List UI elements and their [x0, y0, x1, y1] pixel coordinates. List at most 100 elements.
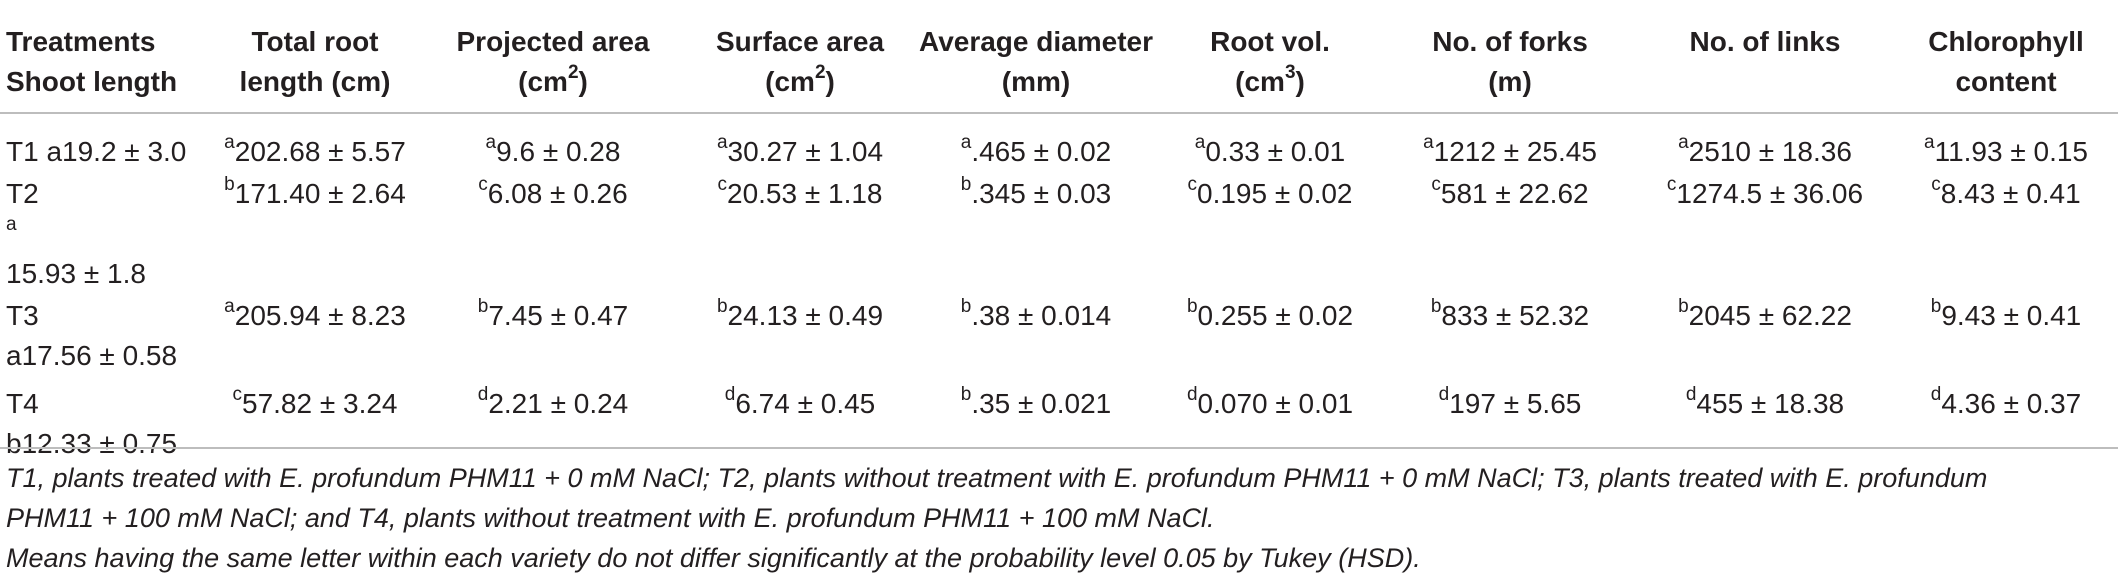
cell-value: .35 ± 0.021 — [971, 388, 1112, 419]
significance-note: Means having the same letter within each… — [6, 543, 1421, 573]
cell-value: 202.68 ± 5.57 — [234, 136, 406, 167]
significance-letter: a — [1678, 131, 1689, 153]
cell-value: 0.33 ± 0.01 — [1205, 136, 1346, 167]
data-cell: c8.43 ± 0.41 — [1894, 174, 2118, 294]
header-unit: (cm2) — [684, 62, 916, 102]
significance-letter: a — [224, 295, 235, 317]
cell-value: 0.070 ± 0.01 — [1197, 388, 1354, 419]
cell-value: 57.82 ± 3.24 — [242, 388, 398, 419]
cell-value: 30.27 ± 1.04 — [727, 136, 884, 167]
data-cell: d2.21 ± 0.24 — [422, 378, 684, 468]
unit-tail: ) — [578, 66, 588, 97]
data-cell: a.465 ± 0.02 — [916, 113, 1156, 174]
unit-text: (cm — [518, 66, 568, 97]
header-line: (m) — [1488, 66, 1532, 97]
footnote-line: T1, plants treated with E. profundum PHM… — [6, 463, 1988, 493]
data-cell: b24.13 ± 0.49 — [684, 294, 916, 378]
treatment-label: T3 — [6, 300, 39, 331]
unit-text: (cm — [1235, 66, 1285, 97]
header-line: Shoot length — [6, 66, 178, 97]
significance-letter: c — [478, 173, 488, 195]
cell-value: 8.43 ± 0.41 — [1940, 178, 2081, 209]
data-cell: d197 ± 5.65 — [1384, 378, 1636, 468]
cell-value: 0.195 ± 0.02 — [1197, 178, 1353, 209]
data-cell: d455 ± 18.38 — [1636, 378, 1894, 468]
significance-letter: a — [224, 131, 235, 153]
treatment-label: T1 a19.2 ± 3.0 — [6, 136, 187, 167]
data-cell: b0.255 ± 0.02 — [1156, 294, 1384, 378]
data-cell: b9.43 ± 0.41 — [1894, 294, 2118, 378]
data-cell: a30.27 ± 1.04 — [684, 113, 916, 174]
significance-letter: d — [724, 383, 736, 405]
significance-letter: b — [224, 173, 235, 195]
shoot-length-text: b12.33 ± 0.75 — [6, 428, 178, 459]
data-cell: a202.68 ± 5.57 — [208, 113, 422, 174]
cell-value: 11.93 ± 0.15 — [1934, 136, 2088, 167]
cell-value: 4.36 ± 0.37 — [1941, 388, 2082, 419]
data-cell: b171.40 ± 2.64 — [208, 174, 422, 294]
cell-value: 455 ± 18.38 — [1696, 388, 1845, 419]
header-line: Treatments — [6, 26, 156, 57]
cell-value: 0.255 ± 0.02 — [1197, 300, 1354, 331]
table-row: T2 a 15.93 ± 1.8 b171.40 ± 2.64 c6.08 ± 0.… — [0, 174, 2118, 294]
data-cell: c20.53 ± 1.18 — [684, 174, 916, 294]
data-cell: c581 ± 22.62 — [1384, 174, 1636, 294]
cell-value: 2.21 ± 0.24 — [488, 388, 629, 419]
significance-letter: b — [716, 295, 728, 317]
significance-letter: a — [485, 131, 497, 153]
data-cell: c57.82 ± 3.24 — [208, 378, 422, 468]
data-cell: a2510 ± 18.36 — [1636, 113, 1894, 174]
data-cell: b833 ± 52.32 — [1384, 294, 1636, 378]
header-line: Chlorophyll — [1928, 26, 2084, 57]
cell-value: 7.45 ± 0.47 — [488, 300, 629, 331]
significance-letter: a — [1194, 131, 1206, 153]
significance-letter: b — [960, 295, 972, 317]
table-row: T3 a17.56 ± 0.58 a205.94 ± 8.23 b 7.45 ± 0… — [0, 294, 2118, 378]
header-row: Treatments Shoot length Total root lengt… — [0, 14, 2118, 114]
data-cell: a1212 ± 25.45 — [1384, 113, 1636, 174]
unit-exponent: 2 — [567, 61, 579, 83]
cell-value: 24.13 ± 0.49 — [727, 300, 884, 331]
unit-exponent: 3 — [1284, 61, 1296, 83]
header-chlorophyll-content: Chlorophyll content — [1894, 14, 2118, 114]
cell-value: 833 ± 52.32 — [1441, 300, 1590, 331]
cell-value: 9.6 ± 0.28 — [496, 136, 621, 167]
cell-value: .38 ± 0.014 — [971, 300, 1112, 331]
data-cell: b.345 ± 0.03 — [916, 174, 1156, 294]
treatment-cell: T4 b12.33 ± 0.75 — [0, 378, 208, 468]
significance-letter: b — [960, 383, 972, 405]
cell-value: 581 ± 22.62 — [1440, 178, 1589, 209]
unit-text: (cm — [765, 66, 815, 97]
treatment-definitions: T1, plants treated with E. profundum PHM… — [6, 458, 2106, 538]
header-line: (mm) — [1001, 66, 1071, 97]
significance-letter: b — [960, 173, 972, 195]
treatment-label: T4 — [6, 388, 39, 419]
table-footnotes: T1, plants treated with E. profundum PHM… — [6, 458, 2106, 578]
cell-value: .465 ± 0.02 — [971, 136, 1112, 167]
header-unit: (cm2) — [422, 62, 684, 102]
treatment-cell: T1 a19.2 ± 3.0 — [0, 113, 208, 174]
significance-letter: c — [1931, 173, 1941, 195]
header-line: length (cm) — [239, 66, 391, 97]
cell-value: .345 ± 0.03 — [971, 178, 1112, 209]
header-no-of-forks: No. of forks (m) — [1384, 14, 1636, 114]
cell-value: 205.94 ± 8.23 — [234, 300, 406, 331]
significance-letter: b — [1678, 295, 1689, 317]
data-cell: a11.93 ± 0.15 — [1894, 113, 2118, 174]
shoot-length-text: a17.56 ± 0.58 — [6, 340, 178, 371]
cell-value: 9.43 ± 0.41 — [1941, 300, 2082, 331]
cell-value: 20.53 ± 1.18 — [727, 178, 883, 209]
header-line: Average diameter — [919, 26, 1153, 57]
significance-letter: a — [1924, 131, 1935, 153]
header-unit: (cm3) — [1156, 62, 1384, 102]
table-row: T4 b12.33 ± 0.75 c57.82 ± 3.24 d2.21 ± 0.… — [0, 378, 2118, 468]
data-cell: b.38 ± 0.014 — [916, 294, 1156, 378]
header-line: Total root — [251, 26, 379, 57]
significance-letter: b — [1186, 295, 1198, 317]
header-line: content — [1955, 66, 2057, 97]
header-line: Surface area — [715, 26, 885, 57]
significance-letter: c — [1431, 173, 1441, 195]
header-root-volume: Root vol. (cm3) — [1156, 14, 1384, 114]
header-line: No. of links — [1689, 26, 1841, 57]
